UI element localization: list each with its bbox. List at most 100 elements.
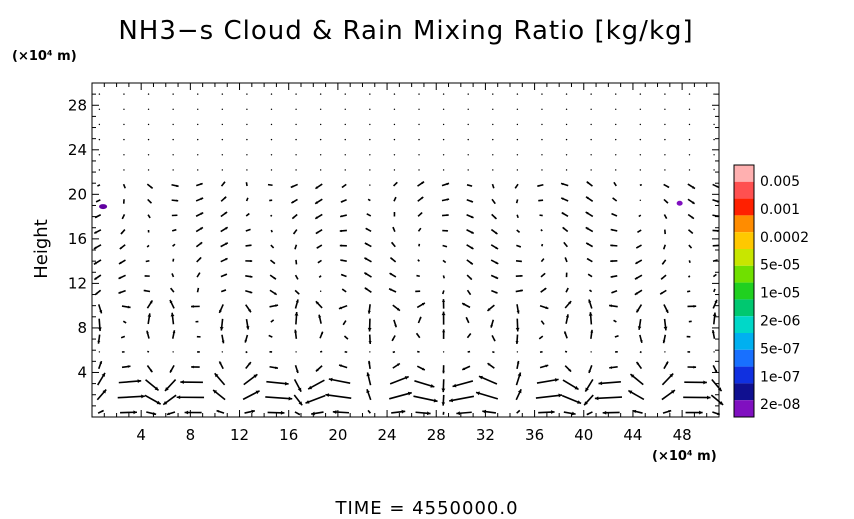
vector-arrowhead (693, 365, 697, 369)
vector-arrowhead (562, 227, 565, 230)
vector-point (319, 108, 322, 110)
vector-point (98, 351, 101, 353)
vector-arrowhead (394, 197, 397, 199)
vector-point (664, 108, 666, 110)
vector-point (147, 154, 150, 156)
vector-arrowhead (338, 306, 342, 310)
x-axis-ticks: 4 8 12 16 20 24 28 32 36 40 44 48 (103, 83, 708, 444)
vector-arrowhead (662, 340, 666, 344)
vector-arrowhead (94, 277, 98, 280)
vector-arrowhead (251, 409, 255, 414)
x-tick-label: 16 (279, 426, 298, 444)
vector-point (147, 123, 150, 126)
x-tick-label: 24 (378, 426, 397, 444)
vector-arrowhead (442, 413, 444, 415)
vector-point (295, 123, 297, 126)
vector-arrowhead (272, 319, 274, 321)
vector-arrowhead (487, 307, 491, 311)
vector-arrowhead (666, 201, 668, 204)
vector-arrowhead (148, 231, 150, 233)
vector-arrowhead (216, 410, 220, 413)
vector-arrowhead (273, 277, 276, 280)
vector-arrowhead (543, 288, 547, 291)
vector-arrowhead (294, 247, 297, 250)
vector-arrowhead (272, 246, 274, 248)
vector-arrow (117, 395, 145, 399)
vector-arrowhead (294, 312, 299, 316)
vector-point (172, 351, 174, 353)
vector-arrowhead (365, 228, 368, 231)
vector-arrowhead (315, 201, 319, 204)
vector-arrowhead (224, 273, 227, 276)
vector-point (123, 123, 125, 126)
vector-point (197, 169, 199, 171)
vector-arrowhead (520, 274, 523, 278)
vector-arrowhead (441, 388, 446, 393)
vector-arrowhead (469, 333, 471, 336)
vector-arrowhead (176, 184, 179, 188)
vector-arrowhead (716, 244, 719, 247)
vector-arrowhead (689, 261, 691, 263)
vector-point (442, 169, 445, 171)
vector-arrow (452, 380, 474, 388)
vector-arrowhead (305, 400, 310, 404)
vector-point (147, 138, 150, 141)
vector-arrowhead (538, 199, 540, 202)
vector-arrowhead (319, 276, 321, 278)
vector-arrow (118, 380, 142, 384)
vector-arrowhead (515, 340, 519, 344)
vector-arrowhead (540, 351, 541, 353)
vector-arrowhead (666, 185, 670, 188)
vector-arrowhead (396, 363, 400, 367)
vector-arrowhead (321, 351, 323, 352)
colorbar-swatch (734, 383, 754, 401)
vector-arrowhead (224, 258, 228, 261)
vector-arrowhead (123, 202, 125, 204)
vector-point (197, 154, 199, 156)
vector-point (344, 154, 346, 156)
vector-point (713, 154, 715, 156)
vector-arrowhead (665, 216, 667, 219)
vector-arrowhead (96, 200, 98, 202)
vector-arrowhead (609, 366, 612, 369)
vector-arrowhead (249, 291, 253, 294)
vector-point (369, 184, 371, 186)
vector-arrowhead (250, 275, 253, 278)
vector-point (295, 108, 297, 110)
vector-arrowhead (144, 275, 147, 277)
vector-arrowhead (416, 275, 418, 277)
vector-point (639, 123, 642, 126)
vector-arrowhead (588, 370, 592, 373)
vector-arrowhead (149, 300, 153, 304)
vector-arrowhead (150, 186, 153, 189)
vector-point (664, 138, 666, 141)
vector-arrowhead (270, 215, 272, 217)
colorbar-label: 1e-05 (760, 286, 800, 302)
vector-arrowhead (137, 379, 142, 384)
vector-arrowhead (703, 380, 707, 385)
vector-arrowhead (199, 242, 203, 245)
vector-arrowhead (407, 391, 412, 396)
vector-point (270, 93, 273, 95)
colorbar-label: 2e-06 (760, 314, 800, 330)
vector-point (565, 123, 568, 126)
vector-arrowhead (389, 288, 392, 291)
vector-arrowhead (426, 411, 431, 416)
vector-arrowhead (164, 387, 169, 391)
vector-arrowhead (613, 182, 616, 184)
vector-arrowhead (392, 351, 394, 353)
vector-arrowhead (493, 338, 496, 342)
vector-point (688, 93, 691, 95)
vector-arrowhead (707, 395, 711, 400)
vector-arrowhead (495, 261, 499, 264)
vector-arrowhead (564, 331, 567, 334)
vector-arrowhead (690, 320, 692, 322)
vector-point (98, 169, 101, 171)
vector-arrowhead (520, 289, 523, 292)
vector-arrowhead (141, 394, 145, 399)
vector-point (172, 123, 174, 126)
vector-point (664, 93, 666, 95)
vector-arrowhead (184, 410, 189, 415)
vector-arrowhead (245, 326, 250, 330)
vector-arrowhead (339, 244, 343, 247)
